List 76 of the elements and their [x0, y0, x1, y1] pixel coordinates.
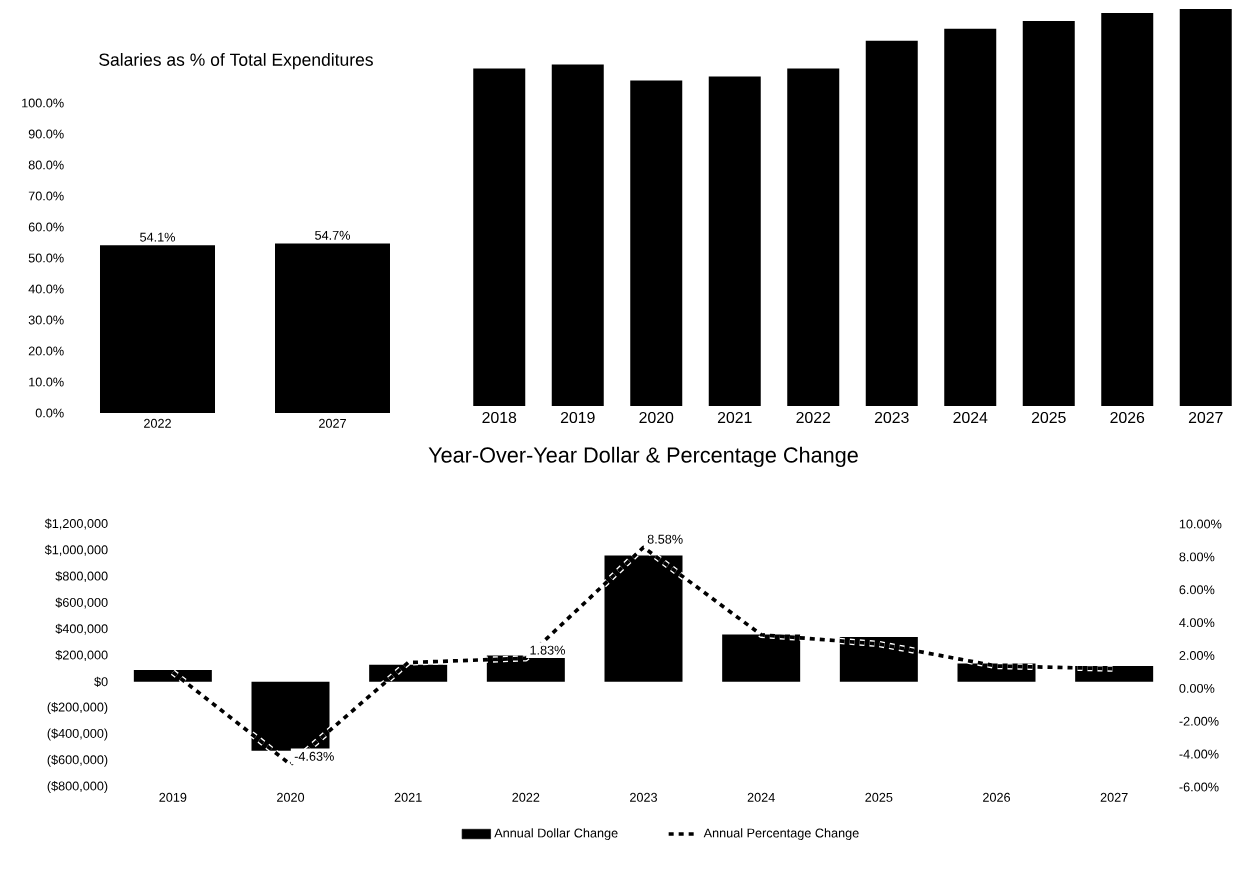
y-tick-label: 10.0% [29, 377, 64, 387]
bar [722, 634, 801, 682]
x-tick-label: 2027 [319, 418, 346, 428]
bar [604, 555, 683, 682]
y-tick-label: 100.0% [22, 98, 64, 108]
y-tick-label: 80.0% [28, 160, 64, 170]
bar [708, 76, 761, 406]
data-label: 54.7% [315, 230, 351, 240]
y2-tick-label: -4.00% [1179, 749, 1219, 759]
y2-tick-label: 6.00% [1179, 585, 1215, 595]
y-tick-label: ($200,000) [47, 702, 108, 715]
x-tick-label: 2027 [1100, 792, 1128, 802]
x-tick-label: 2024 [747, 792, 775, 802]
y-tick-label: $1,200,000 [44, 518, 108, 530]
y-tick-label: $1,000,000 [44, 544, 108, 556]
y-tick-label: $400,000 [55, 623, 108, 635]
y2-tick-label: 10.00% [1179, 519, 1222, 529]
bar [957, 663, 1036, 682]
bar [473, 68, 526, 406]
x-tick-label: 2020 [277, 792, 305, 802]
y-tick-label: $800,000 [55, 571, 108, 583]
x-tick-label: 2018 [482, 411, 517, 424]
y-tick-label: 30.0% [28, 315, 64, 325]
x-tick-label: 2020 [639, 411, 674, 424]
x-tick-label: 2023 [874, 411, 909, 424]
x-tick-label: 2022 [796, 411, 831, 424]
x-tick-label: 2026 [1110, 411, 1145, 424]
y-tick-label: 90.0% [28, 129, 64, 139]
data-label: 54.1% [140, 232, 176, 242]
y2-tick-label: 0.00% [1179, 683, 1215, 693]
y2-tick-label: -2.00% [1179, 716, 1219, 726]
bar [630, 80, 683, 406]
data-label: -4.63% [294, 751, 334, 761]
bar [1179, 9, 1232, 406]
data-label: 1.83% [530, 645, 565, 655]
y2-tick-label: 4.00% [1179, 618, 1215, 628]
x-tick-label: 2025 [865, 792, 893, 802]
y-tick-label: 60.0% [28, 222, 64, 232]
x-tick-label: 2022 [144, 418, 171, 428]
bar [944, 28, 997, 406]
x-tick-label: 2021 [394, 792, 422, 802]
y-tick-label: ($600,000) [47, 754, 108, 767]
bar [1022, 20, 1075, 406]
x-tick-label: 2024 [953, 411, 988, 424]
y-tick-label: 70.0% [28, 191, 64, 201]
y2-tick-label: 2.00% [1179, 651, 1215, 660]
y-tick-label: $200,000 [55, 650, 108, 661]
x-tick-label: 2019 [159, 792, 187, 802]
y-tick-label: $600,000 [55, 597, 108, 609]
y-tick-label: $0 [94, 676, 108, 687]
chart-title: Year-Over-Year Dollar & Percentage Change [428, 446, 858, 467]
y-tick-label: 0.0% [35, 408, 64, 418]
bar [369, 664, 448, 682]
x-tick-label: 2025 [1031, 411, 1066, 424]
x-tick-label: 2027 [1188, 411, 1223, 424]
bar [551, 64, 604, 406]
y-tick-label: 20.0% [28, 346, 64, 356]
x-tick-label: 2019 [560, 411, 595, 424]
data-label: 8.58% [647, 534, 683, 544]
bar [839, 637, 918, 682]
x-tick-label: 2022 [512, 792, 540, 802]
bar [1101, 12, 1154, 406]
x-tick-label: 2023 [630, 792, 658, 802]
y-tick-label: 40.0% [28, 284, 64, 294]
y-tick-label: ($400,000) [47, 728, 108, 741]
bar [787, 68, 840, 406]
chart-title: Salaries as % of Total Expenditures [99, 53, 373, 70]
y2-tick-label: 8.00% [1179, 552, 1215, 562]
x-tick-label: 2026 [983, 792, 1011, 802]
x-tick-label: 2021 [717, 411, 752, 424]
bar [865, 40, 918, 406]
legend-label: Annual Dollar Change [494, 828, 618, 841]
legend-label: Annual Percentage Change [703, 828, 859, 841]
y-tick-label: ($800,000) [47, 780, 108, 793]
y2-tick-label: -6.00% [1179, 782, 1219, 792]
y-tick-label: 50.0% [28, 253, 64, 263]
